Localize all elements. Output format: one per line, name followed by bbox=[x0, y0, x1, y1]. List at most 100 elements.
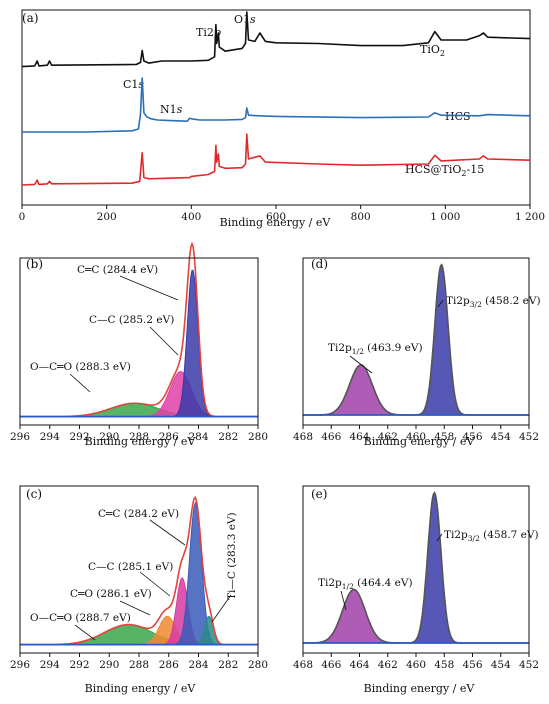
peak-label-b-cc: C═C (284.4 eV) bbox=[77, 264, 158, 276]
x-tick-label-c-6: 284 bbox=[188, 659, 208, 671]
x-tick-label-d-6: 456 bbox=[462, 431, 482, 443]
x-tick-label-a-5: 1 000 bbox=[430, 211, 460, 223]
peak-fill-e-0 bbox=[303, 589, 529, 644]
x-tick-label-b-3: 290 bbox=[99, 431, 119, 443]
peak-label-c-co: C═O (286.1 eV) bbox=[70, 588, 152, 600]
leader-line-11 bbox=[436, 533, 443, 542]
peak-label-b-c-c: C—C (285.2 eV) bbox=[89, 314, 174, 326]
x-tick-label-b-5: 286 bbox=[159, 431, 179, 443]
x-tick-label-c-5: 286 bbox=[159, 659, 179, 671]
x-tick-label-e-7: 454 bbox=[491, 659, 511, 671]
x-tick-label-d-5: 458 bbox=[434, 431, 454, 443]
series-line-2 bbox=[21, 133, 531, 186]
x-axis-label-b: Binding energy / eV bbox=[85, 435, 197, 448]
leader-line-8 bbox=[349, 355, 373, 374]
panel-label-e: (e) bbox=[311, 487, 327, 501]
x-tick-label-c-8: 280 bbox=[248, 659, 268, 671]
x-tick-label-d-7: 454 bbox=[491, 431, 511, 443]
panel-label-a: (a) bbox=[22, 11, 39, 25]
annotation-n1s: N1s bbox=[160, 103, 183, 116]
x-tick-label-e-5: 458 bbox=[434, 659, 454, 671]
x-tick-label-d-3: 462 bbox=[378, 431, 398, 443]
x-tick-label-a-4: 800 bbox=[351, 211, 371, 223]
peak-label-d-p12: Ti2p1/2 (463.9 eV) bbox=[328, 342, 423, 356]
x-tick-label-a-6: 1 200 bbox=[515, 211, 545, 223]
leader-line-1 bbox=[149, 326, 179, 356]
series-line-0 bbox=[21, 11, 531, 68]
annotation-hcs-tio2: HCS@TiO2-15 bbox=[405, 163, 484, 178]
leader-line-7 bbox=[211, 594, 232, 623]
leader-line-6 bbox=[74, 624, 96, 641]
x-tick-label-e-3: 462 bbox=[378, 659, 398, 671]
x-tick-label-b-4: 288 bbox=[129, 431, 149, 443]
x-tick-label-d-1: 466 bbox=[321, 431, 341, 443]
peak-fill-e-1 bbox=[303, 491, 529, 644]
leader-line-4 bbox=[139, 571, 171, 597]
series-line-1 bbox=[22, 77, 531, 133]
x-tick-label-a-1: 200 bbox=[97, 211, 117, 223]
x-tick-label-b-2: 292 bbox=[69, 431, 89, 443]
panel-label-c: (c) bbox=[26, 487, 42, 501]
x-tick-label-c-7: 282 bbox=[218, 659, 238, 671]
leader-line-3 bbox=[149, 519, 186, 546]
envelope-line-e bbox=[303, 491, 529, 644]
x-axis-label-d: Binding energy / eV bbox=[364, 435, 476, 448]
envelope-line-d bbox=[303, 263, 529, 416]
x-tick-label-a-2: 400 bbox=[181, 211, 201, 223]
x-tick-label-b-7: 282 bbox=[218, 431, 238, 443]
x-tick-label-e-4: 460 bbox=[406, 659, 426, 671]
peak-label-e-p12: Ti2p1/2 (464.4 eV) bbox=[318, 577, 413, 591]
x-tick-label-d-0: 468 bbox=[293, 431, 313, 443]
panel-a: (a) Binding energy / eV Ti2p O1s C1s N1s… bbox=[19, 9, 545, 229]
peak-label-c-tic: Ti—C (283.3 eV) bbox=[226, 512, 238, 600]
annotation-o1s: O1s bbox=[234, 13, 256, 26]
x-tick-label-c-3: 290 bbox=[99, 659, 119, 671]
x-axis-label-e: Binding energy / eV bbox=[364, 682, 476, 695]
peak-fill-b-2 bbox=[20, 269, 258, 418]
peak-fill-d-1 bbox=[303, 263, 529, 416]
annotation-tio2: TiO2 bbox=[420, 43, 445, 58]
x-tick-label-c-4: 288 bbox=[129, 659, 149, 671]
x-tick-label-d-8: 452 bbox=[519, 431, 539, 443]
panel-e: (e) Binding energy / eV Ti2p1/2 (464.4 e… bbox=[293, 485, 539, 695]
peak-label-c-cc: C═C (284.2 eV) bbox=[98, 508, 179, 520]
panel-label-d: (d) bbox=[311, 257, 328, 271]
peak-label-e-p32: Ti2p3/2 (458.7 eV) bbox=[444, 529, 539, 543]
panel-b: (b) Binding energy / eV C═C (284.4 eV) C… bbox=[10, 241, 268, 448]
x-tick-label-e-2: 464 bbox=[349, 659, 369, 671]
x-tick-label-a-3: 600 bbox=[266, 211, 286, 223]
x-axis-label-a: Binding energy / eV bbox=[220, 216, 332, 229]
x-tick-label-b-1: 294 bbox=[40, 431, 60, 443]
peak-fill-c-0 bbox=[20, 624, 258, 646]
leader-line-2 bbox=[69, 373, 91, 393]
annotation-ti2p: Ti2p bbox=[196, 26, 221, 39]
leader-line-9 bbox=[437, 299, 444, 308]
x-tick-label-a-0: 0 bbox=[19, 211, 26, 223]
peak-label-c-oco: O—C═O (288.7 eV) bbox=[30, 612, 131, 624]
x-tick-label-c-0: 296 bbox=[10, 659, 30, 671]
x-tick-label-e-8: 452 bbox=[519, 659, 539, 671]
peak-label-c-c-c: C—C (285.1 eV) bbox=[88, 561, 173, 573]
plot-frame-b bbox=[19, 257, 259, 426]
peak-fill-b-0 bbox=[20, 402, 258, 418]
x-tick-label-e-0: 468 bbox=[293, 659, 313, 671]
x-tick-label-e-6: 456 bbox=[462, 659, 482, 671]
leader-line-5 bbox=[119, 600, 151, 616]
panel-label-b: (b) bbox=[26, 257, 43, 271]
x-tick-label-c-1: 294 bbox=[40, 659, 60, 671]
leader-line-0 bbox=[119, 275, 179, 301]
x-tick-label-e-1: 466 bbox=[321, 659, 341, 671]
x-tick-label-d-4: 460 bbox=[406, 431, 426, 443]
x-axis-label-c: Binding energy / eV bbox=[85, 682, 197, 695]
leader-line-10 bbox=[340, 590, 347, 611]
annotation-hcs: HCS bbox=[445, 110, 471, 123]
x-tick-label-d-2: 464 bbox=[349, 431, 369, 443]
peak-label-b-oco: O—C═O (288.3 eV) bbox=[30, 361, 131, 373]
x-tick-label-b-6: 284 bbox=[188, 431, 208, 443]
x-tick-label-b-8: 280 bbox=[248, 431, 268, 443]
peak-fill-d-0 bbox=[303, 364, 529, 416]
panel-d: (d) Binding energy / eV Ti2p1/2 (463.9 e… bbox=[293, 257, 541, 448]
x-tick-label-c-2: 292 bbox=[69, 659, 89, 671]
x-tick-label-b-0: 296 bbox=[10, 431, 30, 443]
